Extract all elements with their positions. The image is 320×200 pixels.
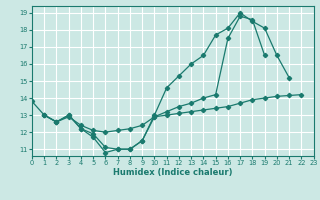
X-axis label: Humidex (Indice chaleur): Humidex (Indice chaleur) <box>113 168 233 177</box>
